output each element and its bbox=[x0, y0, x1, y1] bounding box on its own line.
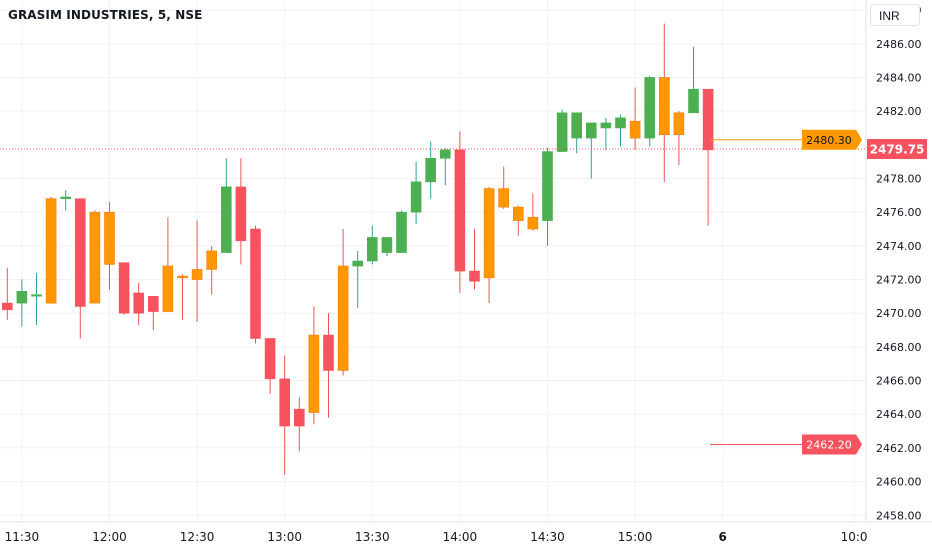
candle-body bbox=[585, 122, 597, 139]
candle-body bbox=[454, 149, 466, 272]
last-price-label: 2479.75 bbox=[870, 143, 925, 157]
candle-body bbox=[600, 122, 612, 129]
candle-body bbox=[279, 378, 291, 427]
x-tick-label: 12:30 bbox=[180, 530, 215, 544]
x-tick-label: 10:0 bbox=[841, 530, 868, 544]
currency-button[interactable]: INR bbox=[870, 4, 920, 26]
candle-body bbox=[425, 157, 437, 183]
x-tick-label: 13:30 bbox=[355, 530, 390, 544]
candle-body bbox=[1, 302, 13, 311]
candle-body bbox=[75, 198, 86, 307]
candle-body bbox=[571, 112, 583, 139]
candle-body bbox=[556, 112, 568, 152]
price-lines-layer bbox=[0, 139, 866, 446]
candle-body bbox=[702, 88, 714, 151]
candle-body bbox=[439, 149, 451, 159]
y-tick-label: 2458.00 bbox=[876, 509, 922, 522]
candle-body bbox=[352, 260, 364, 267]
x-tick-label: 6 bbox=[719, 530, 727, 544]
candle-body bbox=[483, 188, 495, 279]
candle-body bbox=[673, 112, 685, 136]
candle-body bbox=[381, 237, 393, 253]
y-tick-label: 2472.00 bbox=[876, 274, 922, 287]
x-tick-label: 11:30 bbox=[5, 530, 40, 544]
candle-body bbox=[366, 237, 378, 262]
y-tick-label: 2468.00 bbox=[876, 341, 922, 354]
candle-body bbox=[542, 151, 553, 221]
time-axis[interactable]: 11:30 12:00 12:30 13:00 13:30 14:00 14:30 15:00… bbox=[5, 530, 868, 544]
y-tick-label: 2484.00 bbox=[876, 71, 922, 84]
candle-body bbox=[629, 120, 641, 139]
price-line-badge-1 bbox=[802, 434, 862, 455]
candle-body bbox=[162, 265, 174, 312]
candle-body bbox=[133, 292, 144, 314]
price-line-badge-0 bbox=[802, 129, 862, 150]
candle-body bbox=[658, 77, 670, 136]
y-tick-label: 2476.00 bbox=[876, 206, 922, 219]
candle-body bbox=[512, 206, 524, 221]
candle-body bbox=[31, 294, 42, 297]
candle-body bbox=[527, 216, 539, 230]
chart-title: GRASIM INDUSTRIES, 5, NSE bbox=[8, 8, 203, 22]
candle-body bbox=[396, 211, 407, 253]
candle-body bbox=[118, 262, 130, 314]
candle-body bbox=[104, 211, 115, 265]
price-line-label-0: 2480.30 bbox=[806, 134, 852, 147]
y-tick-label: 2466.00 bbox=[876, 375, 922, 388]
candle-body bbox=[221, 186, 232, 253]
y-tick-label: 2474.00 bbox=[876, 240, 922, 253]
candle-body bbox=[410, 181, 422, 213]
candle-body bbox=[323, 334, 334, 371]
price-labels-layer: 2479.75 2480.30 2462.20 bbox=[802, 129, 927, 455]
y-tick-label: 2460.00 bbox=[876, 476, 922, 489]
candle-body bbox=[337, 265, 349, 371]
x-tick-label: 12:00 bbox=[92, 530, 127, 544]
candle-body bbox=[191, 269, 203, 280]
candle-body bbox=[60, 196, 72, 199]
price-line-label-1: 2462.20 bbox=[806, 439, 852, 452]
price-axis[interactable]: 2458.00 2460.00 2462.00 2464.00 2466.00 2468.… bbox=[876, 4, 922, 522]
candle-body bbox=[293, 408, 305, 427]
candle-body bbox=[498, 188, 510, 208]
y-tick-label: 2486.00 bbox=[876, 38, 922, 51]
x-tick-label: 14:30 bbox=[530, 530, 565, 544]
y-tick-label: 2464.00 bbox=[876, 408, 922, 421]
x-tick-label: 15:00 bbox=[618, 530, 653, 544]
y-tick-label: 2470.00 bbox=[876, 307, 922, 320]
x-tick-label: 14:00 bbox=[443, 530, 478, 544]
candle-body bbox=[148, 296, 159, 312]
candle-body bbox=[615, 117, 626, 129]
candle-body bbox=[177, 275, 188, 279]
y-tick-label: 2478.00 bbox=[876, 172, 922, 185]
candle-body bbox=[250, 228, 261, 339]
candle-body bbox=[235, 186, 247, 242]
candle-body bbox=[16, 291, 28, 304]
x-tick-label: 13:00 bbox=[267, 530, 302, 544]
last-price-badge bbox=[867, 139, 927, 160]
candle-body bbox=[644, 77, 656, 139]
grid-layer bbox=[0, 0, 866, 522]
candles-layer bbox=[1, 23, 714, 475]
y-tick-label: 2462.00 bbox=[876, 442, 922, 455]
candle-body bbox=[469, 270, 480, 282]
candle-body bbox=[206, 250, 217, 270]
candle-body bbox=[264, 338, 276, 380]
candle-body bbox=[45, 198, 57, 304]
y-tick-label: 2482.00 bbox=[876, 105, 922, 118]
candle-body bbox=[688, 88, 699, 114]
candle-body bbox=[89, 211, 101, 304]
candle-body bbox=[308, 334, 320, 413]
